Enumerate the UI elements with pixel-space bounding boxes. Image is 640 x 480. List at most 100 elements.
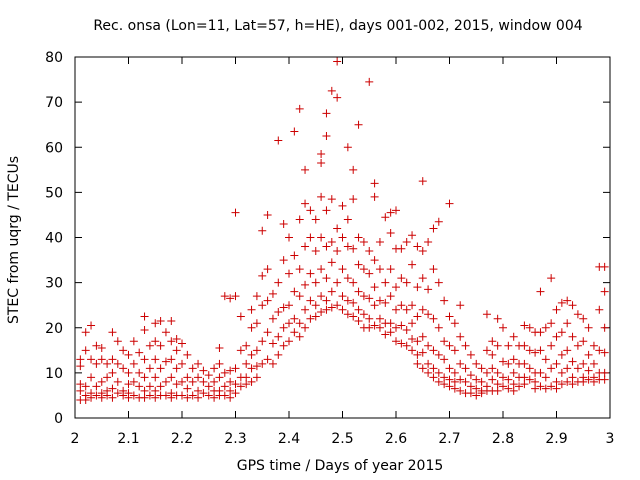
data-point xyxy=(151,393,160,402)
data-point xyxy=(589,377,598,386)
data-point xyxy=(568,373,577,382)
data-point xyxy=(317,150,326,159)
data-point xyxy=(413,283,422,292)
data-point xyxy=(488,350,497,359)
data-point xyxy=(418,177,427,186)
data-point xyxy=(477,389,486,398)
data-point xyxy=(279,219,288,228)
data-point xyxy=(263,265,272,274)
data-point xyxy=(482,310,491,319)
data-point xyxy=(119,364,128,373)
data-point xyxy=(392,323,400,332)
data-point xyxy=(450,384,459,393)
data-point xyxy=(584,366,593,375)
data-point xyxy=(536,368,545,377)
data-point xyxy=(199,366,208,375)
data-point xyxy=(226,377,235,386)
data-point xyxy=(140,355,149,364)
data-point xyxy=(140,312,149,321)
data-point xyxy=(408,346,417,355)
data-point xyxy=(456,375,465,384)
data-point xyxy=(301,323,310,332)
data-point xyxy=(397,274,406,283)
data-point xyxy=(258,337,267,346)
data-point xyxy=(520,341,529,350)
data-point xyxy=(584,323,593,332)
data-point xyxy=(236,312,245,321)
x-tick-label: 2 xyxy=(71,431,80,447)
data-point xyxy=(263,355,272,364)
y-tick-label: 80 xyxy=(45,50,63,66)
data-point xyxy=(290,251,299,260)
data-point xyxy=(215,344,224,353)
data-point xyxy=(279,341,288,350)
data-point xyxy=(274,350,283,359)
data-point xyxy=(145,341,154,350)
y-tick-label: 50 xyxy=(45,185,63,201)
data-point xyxy=(204,391,213,400)
data-point xyxy=(81,328,90,337)
data-point xyxy=(124,368,133,377)
data-point xyxy=(552,359,561,368)
data-point xyxy=(279,323,288,332)
data-point xyxy=(327,195,336,204)
x-tick-label: 2.1 xyxy=(117,431,139,447)
data-point xyxy=(418,247,427,256)
data-point xyxy=(322,242,331,251)
data-point xyxy=(579,314,588,323)
data-point xyxy=(145,364,154,373)
data-point xyxy=(151,319,160,328)
data-point xyxy=(156,316,165,325)
data-point xyxy=(236,382,245,391)
data-point xyxy=(515,382,524,391)
data-point xyxy=(536,287,545,296)
data-point xyxy=(402,238,411,247)
data-point xyxy=(568,301,577,310)
data-point xyxy=(194,373,203,382)
data-point xyxy=(429,364,438,373)
data-point xyxy=(472,359,481,368)
data-points xyxy=(76,57,609,404)
data-point xyxy=(568,357,577,366)
data-point xyxy=(424,285,433,294)
data-point xyxy=(129,337,138,346)
data-point xyxy=(135,368,144,377)
data-point xyxy=(493,380,502,389)
data-point xyxy=(231,380,240,389)
data-point xyxy=(311,247,320,256)
data-point xyxy=(354,260,363,269)
data-point xyxy=(370,321,379,330)
data-point xyxy=(285,269,293,278)
data-point xyxy=(600,323,609,332)
data-point xyxy=(156,341,165,350)
data-point xyxy=(525,346,534,355)
data-point xyxy=(97,344,106,353)
data-point xyxy=(493,341,502,350)
data-point xyxy=(140,393,149,402)
data-point xyxy=(252,319,261,328)
data-point xyxy=(210,393,219,402)
data-point xyxy=(290,314,299,323)
data-point xyxy=(290,328,299,337)
data-point xyxy=(306,296,315,305)
data-point xyxy=(408,231,417,240)
data-point xyxy=(370,192,379,201)
data-point xyxy=(402,341,411,350)
data-point xyxy=(418,305,427,314)
data-point xyxy=(386,208,395,217)
data-point xyxy=(151,386,160,395)
data-point xyxy=(76,386,85,395)
data-point xyxy=(429,224,438,233)
data-point xyxy=(183,373,192,382)
data-point xyxy=(167,373,176,382)
data-point xyxy=(424,310,433,319)
data-point xyxy=(81,382,90,391)
data-point xyxy=(301,305,310,314)
data-point xyxy=(370,283,379,292)
data-point xyxy=(343,242,352,251)
data-point xyxy=(87,373,96,382)
data-point xyxy=(557,328,566,337)
data-point xyxy=(322,305,331,314)
data-point xyxy=(461,341,470,350)
y-tick-label: 10 xyxy=(45,366,63,382)
